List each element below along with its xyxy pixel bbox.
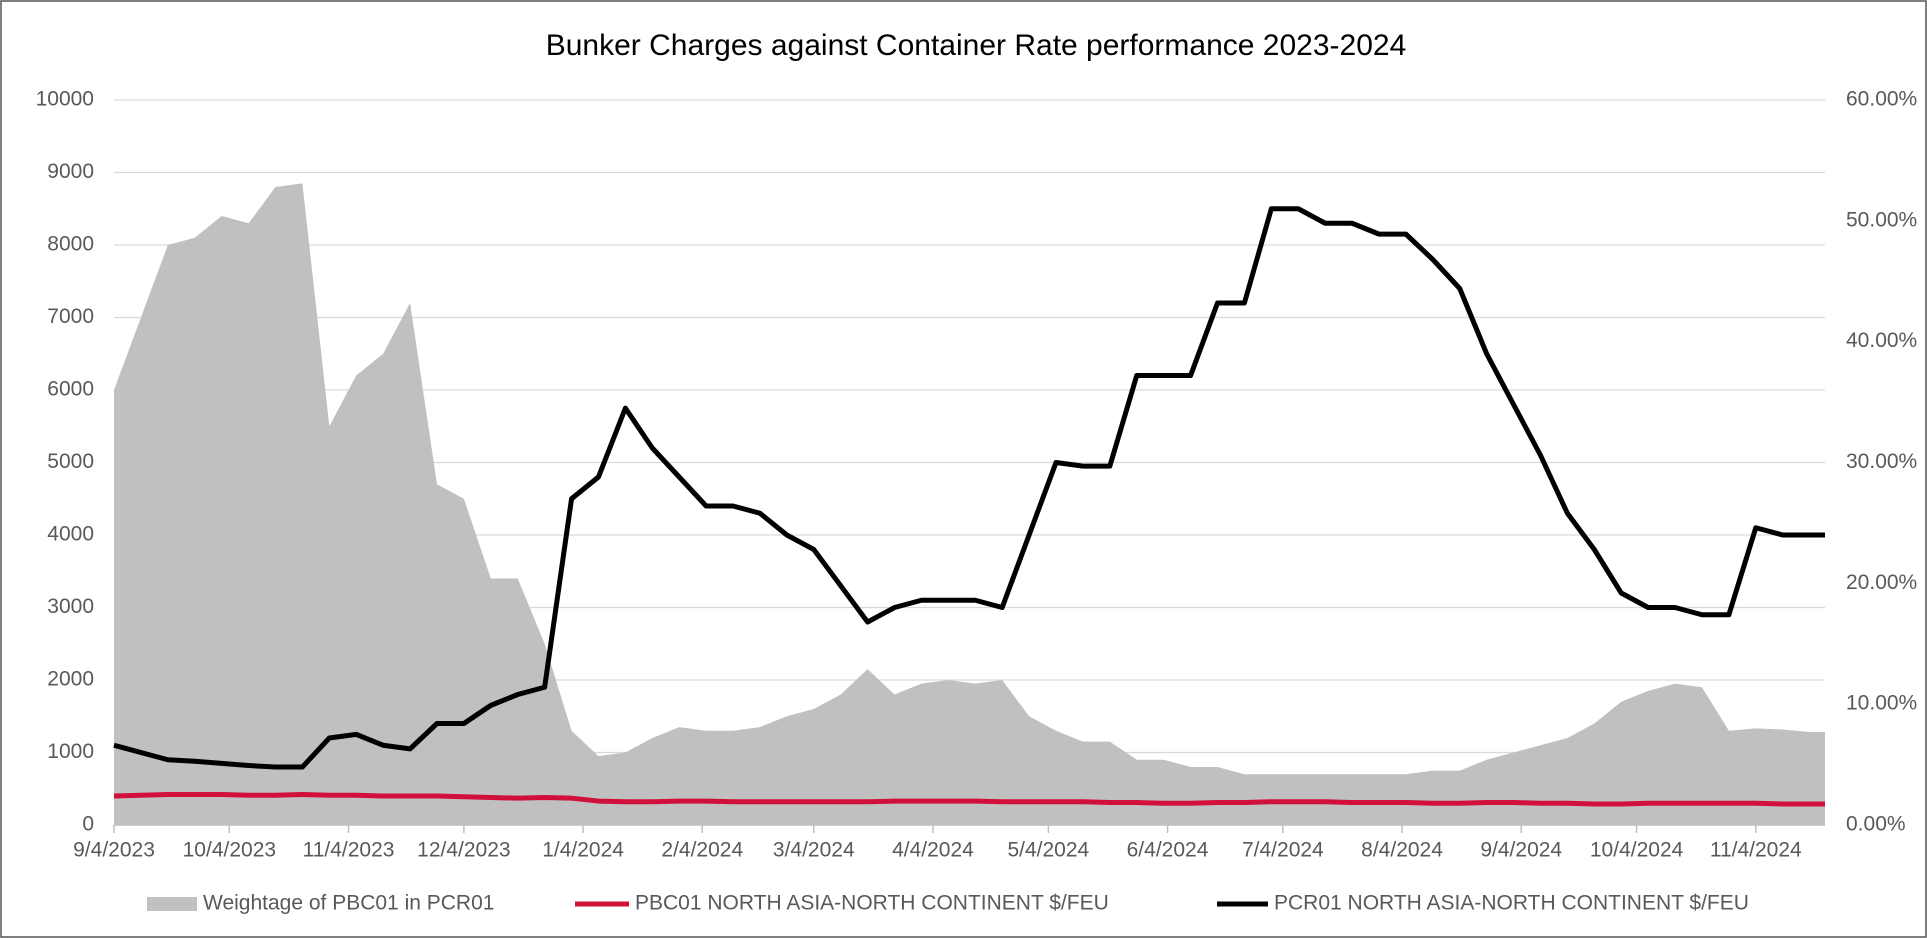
x-tick-label: 2/4/2024 — [661, 839, 743, 862]
line — [113, 206, 1825, 770]
y-tick-label: 8000 — [47, 233, 94, 256]
y2-tick-label: 40.00% — [1846, 329, 1917, 352]
x-tick-label: 9/4/2023 — [73, 839, 155, 862]
y-tick-label: 6000 — [47, 378, 94, 401]
y-tick-label: 10000 — [36, 88, 94, 111]
x-tick-label: 8/4/2024 — [1361, 839, 1443, 862]
y-tick-label: 9000 — [47, 160, 94, 183]
x-tick-label: 1/4/2024 — [542, 839, 624, 862]
chart-title: Bunker Charges against Container Rate pe… — [546, 29, 1407, 62]
x-tick-label: 3/4/2024 — [773, 839, 855, 862]
y-tick-label: 3000 — [47, 595, 94, 618]
y-tick-label: 7000 — [47, 305, 94, 328]
legend-label: PCR01 NORTH ASIA-NORTH CONTINENT $/FEU — [1274, 892, 1749, 915]
x-tick-label: 12/4/2023 — [417, 839, 510, 862]
x-tick-label: 10/4/2024 — [1590, 839, 1684, 862]
legend-label: Weightage of PBC01 in PCR01 — [203, 892, 494, 915]
x-tick-label: 6/4/2024 — [1127, 839, 1209, 862]
y-tick-label: 5000 — [47, 450, 94, 473]
y-tick-label: 2000 — [47, 668, 94, 691]
y-tick-label: 1000 — [47, 740, 94, 763]
legend-label: PBC01 NORTH ASIA-NORTH CONTINENT $/FEU — [635, 892, 1109, 915]
x-tick-label: 7/4/2024 — [1242, 839, 1324, 862]
x-tick-label: 9/4/2024 — [1480, 839, 1562, 862]
y-tick-label: 4000 — [47, 523, 94, 546]
x-tick-label: 10/4/2023 — [183, 839, 276, 862]
y2-tick-label: 0.00% — [1846, 813, 1906, 836]
x-tick-label: 11/4/2023 — [303, 839, 395, 862]
x-tick-label: 11/4/2024 — [1710, 839, 1802, 862]
area — [114, 183, 1825, 825]
line — [113, 792, 1825, 807]
y-tick-label: 0 — [82, 813, 94, 836]
legend-swatch — [147, 897, 197, 911]
x-tick-label: 4/4/2024 — [892, 839, 974, 862]
y2-tick-label: 30.00% — [1846, 450, 1917, 473]
y2-tick-label: 20.00% — [1846, 571, 1917, 594]
x-tick-label: 5/4/2024 — [1007, 839, 1089, 862]
y2-tick-label: 50.00% — [1846, 208, 1917, 231]
y2-tick-label: 10.00% — [1846, 692, 1917, 715]
y2-tick-label: 60.00% — [1846, 88, 1917, 111]
